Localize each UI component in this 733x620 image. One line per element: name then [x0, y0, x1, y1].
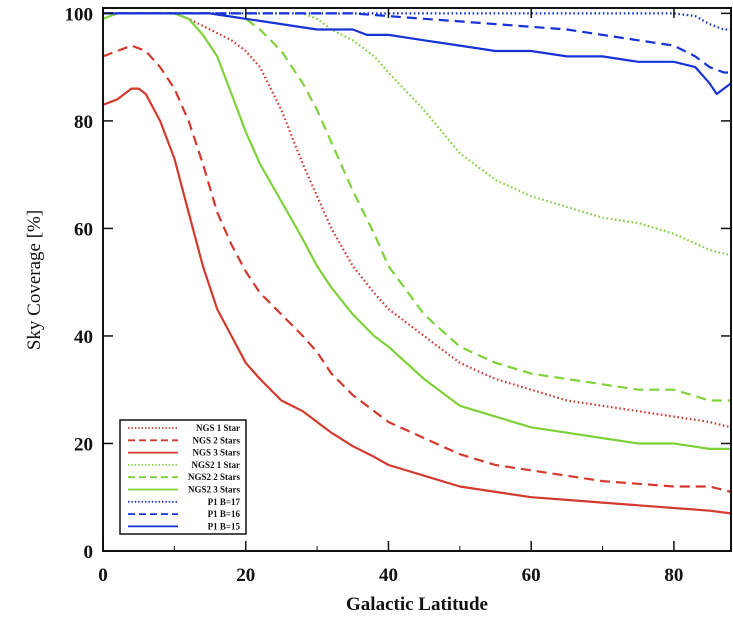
series-line-6	[102, 12, 731, 450]
series-line-1	[103, 12, 732, 429]
legend-label-4: NGS2 1 Star	[191, 460, 240, 470]
legend: NGS 1 Star NGS 2 Stars NGS 3 Stars NGS2 1 S…	[119, 419, 247, 535]
y-tick-label: 0	[84, 542, 94, 563]
legend-label-7: P1 B=17	[208, 497, 241, 507]
series-line-2	[102, 44, 732, 493]
x-axis-title: Galactic Latitude	[346, 594, 488, 615]
legend-label-3: NGS 3 Stars	[192, 448, 240, 458]
legend-label-8: P1 B=16	[208, 509, 241, 519]
series-line-4	[103, 12, 732, 257]
series-line-9	[103, 12, 732, 96]
x-tick-label: 40	[379, 565, 398, 586]
y-tick-label: 20	[74, 434, 93, 455]
y-tick-label: 40	[74, 327, 93, 348]
y-axis-title: Sky Coverage [%]	[24, 210, 45, 350]
x-tick-label: 80	[664, 565, 683, 586]
legend-label-9: P1 B=15	[208, 521, 241, 531]
y-tick-label: 100	[65, 4, 94, 25]
series-line-8	[103, 12, 731, 74]
x-tick-label: 60	[522, 565, 541, 586]
legend-label-5: NGS2 2 Stars	[188, 472, 241, 482]
x-tick-label: 0	[98, 565, 108, 586]
series-line-5	[103, 12, 731, 402]
series-line-7	[103, 12, 731, 31]
y-tick-label: 60	[74, 219, 93, 240]
legend-label-1: NGS 1 Star	[196, 423, 240, 433]
plot-frame	[102, 7, 732, 552]
series-line-3	[102, 87, 732, 515]
y-tick-label: 80	[74, 112, 93, 133]
tick-layer: 0 20 40 60 80 0 20 40 60 80 100	[65, 4, 731, 586]
series-layer	[102, 12, 732, 515]
legend-label-6: NGS2 3 Stars	[188, 485, 241, 495]
legend-label-2: NGS 2 Stars	[192, 435, 240, 445]
x-tick-label: 20	[236, 565, 255, 586]
